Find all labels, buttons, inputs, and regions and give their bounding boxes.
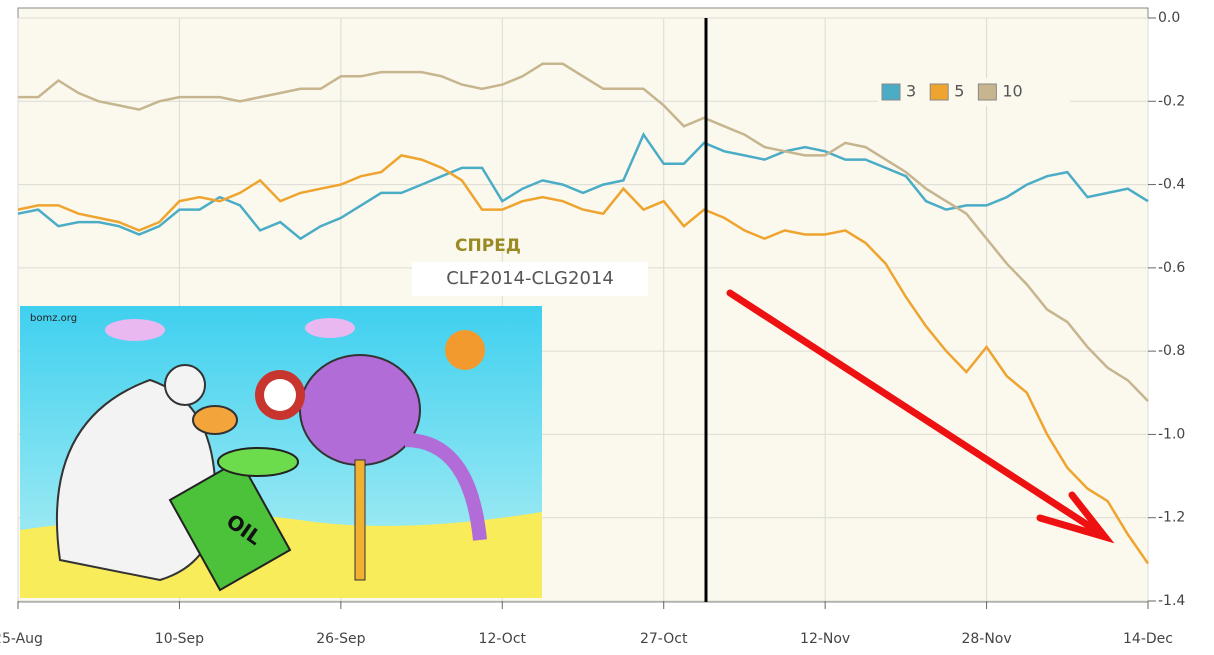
page: bomz.org OIL СПРЕД CLF2014-CLG2014 3510 … <box>0 0 1214 655</box>
watermark: bomz.org <box>30 313 77 324</box>
x-tick-label: 26-Sep <box>316 631 365 647</box>
x-tick-label: 12-Nov <box>800 631 850 647</box>
x-tick-label: 28-Nov <box>961 631 1011 647</box>
x-tick-label: 25-Aug <box>0 631 43 647</box>
legend-swatch <box>930 84 948 100</box>
chart: bomz.org OIL СПРЕД CLF2014-CLG2014 3510 … <box>0 0 1214 655</box>
x-tick-label: 10-Sep <box>155 631 204 647</box>
cartoon: bomz.org OIL <box>20 306 542 598</box>
x-tick-label: 14-Dec <box>1123 631 1173 647</box>
y-tick-label: -1.2 <box>1158 510 1185 526</box>
legend-swatch <box>978 84 996 100</box>
y-tick-label: -0.2 <box>1158 93 1185 109</box>
y-tick-label: -1.0 <box>1158 426 1185 442</box>
y-tick-label: -1.4 <box>1158 593 1185 609</box>
legend-label: 10 <box>1002 82 1022 101</box>
legend: 3 5 10 <box>878 78 1070 106</box>
y-tick-label: 0.0 <box>1158 10 1180 26</box>
x-tick-label: 27-Oct <box>640 631 688 647</box>
y-tick-label: -0.4 <box>1158 177 1185 193</box>
x-tick-label: 12-Oct <box>479 631 527 647</box>
annotation: CLF2014-CLG2014 <box>446 268 614 289</box>
legend-label: 5 <box>954 82 964 101</box>
y-tick-label: -0.6 <box>1158 260 1185 276</box>
annotation: СПРЕД <box>455 236 521 256</box>
legend-swatch <box>882 84 900 100</box>
y-tick-label: -0.8 <box>1158 343 1185 359</box>
legend-label: 3 <box>906 82 916 101</box>
